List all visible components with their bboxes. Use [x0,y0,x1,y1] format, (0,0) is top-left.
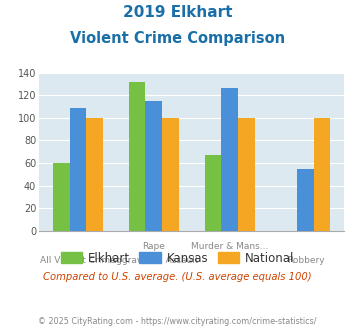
Text: Aggravated Assault: Aggravated Assault [110,256,198,265]
Bar [297,169,314,231]
Bar [146,101,162,231]
Legend: Elkhart, Kansas, National: Elkhart, Kansas, National [56,247,299,269]
Bar [162,118,179,231]
Bar [314,118,331,231]
Text: Compared to U.S. average. (U.S. average equals 100): Compared to U.S. average. (U.S. average … [43,272,312,282]
Text: © 2025 CityRating.com - https://www.cityrating.com/crime-statistics/: © 2025 CityRating.com - https://www.city… [38,317,317,326]
Text: Rape: Rape [142,242,165,251]
Text: Robbery: Robbery [286,256,324,265]
Bar [70,108,86,231]
Text: Murder & Mans...: Murder & Mans... [191,242,268,251]
Bar [53,163,70,231]
Bar [129,82,146,231]
Text: All Violent Crime: All Violent Crime [40,256,116,265]
Bar [221,88,238,231]
Bar [86,118,103,231]
Bar [204,155,221,231]
Bar [238,118,255,231]
Text: Violent Crime Comparison: Violent Crime Comparison [70,31,285,46]
Text: 2019 Elkhart: 2019 Elkhart [123,5,232,20]
